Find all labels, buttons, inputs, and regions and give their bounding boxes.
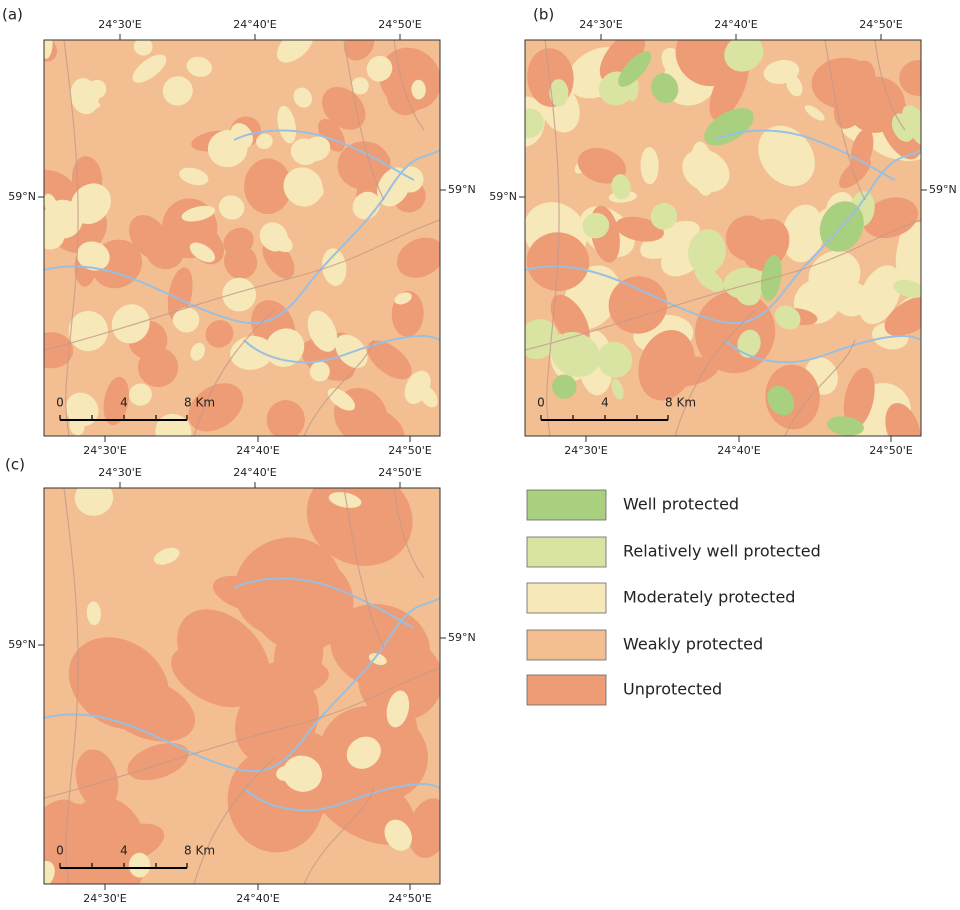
- legend-label: Unprotected: [623, 680, 722, 699]
- coord-label: 24°30'E: [579, 18, 623, 31]
- coord-label: 59°N: [448, 631, 476, 644]
- legend-swatch: [527, 630, 606, 660]
- panel-label: (c): [5, 456, 25, 474]
- legend-swatch: [527, 490, 606, 520]
- panel-label: (a): [2, 6, 23, 24]
- coord-label: 24°30'E: [98, 18, 142, 31]
- coord-label: 24°30'E: [83, 892, 127, 905]
- scale-label: 0: [56, 396, 64, 410]
- scale-label: 8 Km: [184, 396, 215, 410]
- scale-label: 8 Km: [184, 844, 215, 858]
- legend-label: Well protected: [623, 495, 739, 514]
- coord-label: 24°50'E: [378, 18, 422, 31]
- coord-label: 24°40'E: [233, 18, 277, 31]
- map-area: [503, 8, 946, 465]
- legend-swatch: [527, 583, 606, 613]
- coord-label: 59°N: [8, 190, 36, 203]
- coord-label: 59°N: [448, 183, 476, 196]
- legend-swatch: [527, 537, 606, 567]
- coord-label: 24°40'E: [233, 466, 277, 479]
- coord-label: 24°50'E: [388, 444, 432, 457]
- coord-label: 24°50'E: [859, 18, 903, 31]
- legend-label: Moderately protected: [623, 588, 795, 607]
- coord-label: 24°40'E: [717, 444, 761, 457]
- panel-label: (b): [533, 6, 554, 24]
- map-area: [0, 450, 456, 910]
- scale-label: 4: [120, 844, 128, 858]
- coord-label: 24°30'E: [98, 466, 142, 479]
- map-panel: 0 4 8 Km 24°30'E 24°40'E 24°50'E 24°30'E 24°40'…: [8, 18, 475, 458]
- coord-label: 24°30'E: [564, 444, 608, 457]
- coord-label: 24°40'E: [236, 892, 280, 905]
- scale-label: 0: [537, 396, 545, 410]
- coord-label: 24°50'E: [869, 444, 913, 457]
- coord-label: 24°40'E: [714, 18, 758, 31]
- coord-label: 59°N: [929, 183, 957, 196]
- coord-label: 24°40'E: [236, 444, 280, 457]
- legend-swatch: [527, 675, 606, 705]
- scale-label: 0: [56, 844, 64, 858]
- coord-label: 59°N: [8, 638, 36, 651]
- legend-label: Relatively well protected: [623, 542, 821, 561]
- coord-label: 24°50'E: [388, 892, 432, 905]
- scale-label: 4: [120, 396, 128, 410]
- map-panel: 0 4 8 Km 24°30'E 24°40'E 24°50'E 24°30'E 24°40'…: [0, 450, 476, 910]
- coord-label: 59°N: [489, 190, 517, 203]
- figure: 0 4 8 Km 24°30'E 24°40'E 24°50'E 24°30'E 24°40'…: [0, 0, 960, 910]
- coord-label: 24°30'E: [83, 444, 127, 457]
- map-area: [16, 21, 454, 457]
- scale-label: 8 Km: [665, 396, 696, 410]
- map-panel: 0 4 8 Km 24°30'E 24°40'E 24°50'E 24°30'E 24°40'…: [489, 8, 956, 465]
- legend-label: Weakly protected: [623, 635, 763, 654]
- scale-label: 4: [601, 396, 609, 410]
- coord-label: 24°50'E: [378, 466, 422, 479]
